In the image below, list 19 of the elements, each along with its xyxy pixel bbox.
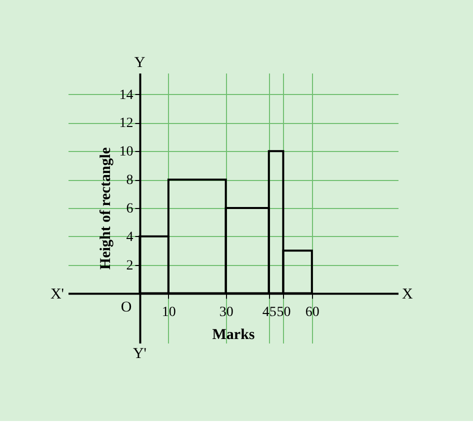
x-tick-label: 60 <box>305 304 320 320</box>
y-tick-label: 6 <box>126 202 134 216</box>
x-tick-label: 50 <box>276 304 291 320</box>
x-axis-title: Marks <box>212 326 255 343</box>
x-tick-label: 30 <box>219 304 234 320</box>
text: X <box>402 286 413 302</box>
text: Y <box>134 55 146 71</box>
text: Y' <box>132 346 147 362</box>
x-tick-label: 10 <box>162 304 176 320</box>
y-tick-label: 2 <box>126 258 134 274</box>
y-tick-label: 10 <box>119 144 134 160</box>
y-tick-label: 4 <box>126 230 134 245</box>
text: X' <box>50 286 64 302</box>
annotation: O <box>120 299 132 316</box>
y-axis-title: Height of rectangle <box>98 147 114 270</box>
y-tick-label: 8 <box>126 173 134 188</box>
y-tick-label: 14 <box>119 88 134 103</box>
y-tick-label: 12 <box>119 116 134 132</box>
x-tick-label: 45 <box>262 304 276 320</box>
